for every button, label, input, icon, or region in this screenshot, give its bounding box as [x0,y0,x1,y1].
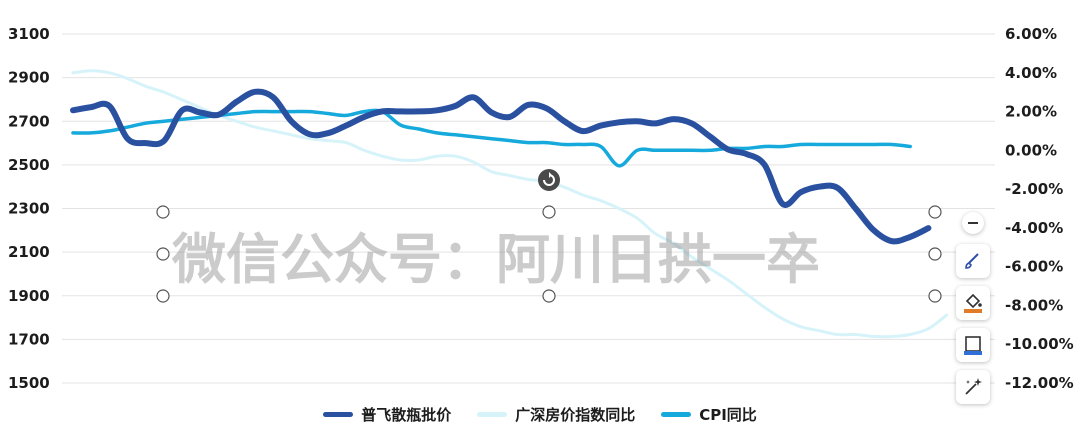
legend-item-house-price[interactable]: 广深房价指数同比 [477,404,635,425]
effects-button[interactable] [956,370,990,404]
gridlines [62,33,995,384]
selection-handles[interactable] [156,169,942,303]
left-tick-label: 2300 [8,200,50,218]
left-tick-label: 3100 [8,25,50,43]
fill-button[interactable] [956,286,990,320]
rotate-arrowhead [549,172,552,178]
legend-swatch [661,412,692,417]
resize-handle-bottom-right[interactable] [928,289,942,303]
right-tick-label: 6.00% [1005,25,1057,43]
resize-handle-middle-right[interactable] [928,247,942,261]
watermark: 微信公众号：阿川日拱一卒 [171,228,820,291]
right-tick-label: -6.00% [1005,258,1063,276]
resize-handle-top-right[interactable] [928,205,942,219]
left-tick-label: 2900 [8,69,50,87]
legend-label: 广深房价指数同比 [515,406,636,424]
legend: 普飞散瓶批价 广深房价指数同比 CPI同比 [0,404,1080,425]
magic-wand-icon [965,378,982,395]
left-tick-label: 1500 [8,374,50,392]
left-tick-label: 1900 [8,287,50,305]
collapse-button[interactable] [962,212,984,234]
resize-handle-bottom-left[interactable] [156,289,170,303]
rotate-handle-bg[interactable] [538,169,560,191]
paint-bucket-icon [964,293,982,313]
series-line-feitian-price [70,88,932,245]
frame-icon [964,336,982,355]
chart-toolbar [956,212,990,404]
left-tick-label: 2700 [8,112,50,130]
brush-icon [965,253,979,269]
left-tick-label: 1700 [8,330,50,348]
left-tick-label: 2100 [8,243,50,261]
legend-label: 普飞散瓶批价 [361,406,452,424]
resize-handle-middle-left[interactable] [156,247,170,261]
right-tick-label: -4.00% [1005,219,1063,237]
frame-button[interactable] [956,328,990,362]
right-tick-label: -8.00% [1005,296,1063,314]
right-tick-label: 0.00% [1005,141,1057,159]
legend-label: CPI同比 [699,406,757,424]
legend-item-cpi[interactable]: CPI同比 [661,404,757,425]
series-line-cpi [71,108,912,168]
rotate-icon [543,174,555,186]
resize-handle-top-center[interactable] [542,205,556,219]
legend-swatch [323,412,354,417]
legend-item-feitian[interactable]: 普飞散瓶批价 [323,404,451,425]
left-axis: 3100 2900 2700 2500 2300 2100 1900 1700 1500 [8,25,50,392]
right-tick-label: 2.00% [1005,103,1057,121]
minus-icon [968,222,978,224]
rotate-handle[interactable] [538,169,560,191]
chart-style-button[interactable] [956,244,990,278]
left-tick-label: 2500 [8,156,50,174]
right-tick-label: 4.00% [1005,64,1057,82]
right-tick-label: -10.00% [1005,335,1074,353]
right-axis: 6.00% 4.00% 2.00% 0.00% -2.00% -4.00% -6.00% -8… [1005,25,1074,392]
resize-handle-bottom-center[interactable] [542,289,556,303]
right-tick-label: -2.00% [1005,180,1063,198]
right-tick-label: -12.00% [1005,374,1074,392]
series-layer [70,69,949,339]
resize-handle-top-left[interactable] [156,205,170,219]
legend-swatch [477,412,508,417]
